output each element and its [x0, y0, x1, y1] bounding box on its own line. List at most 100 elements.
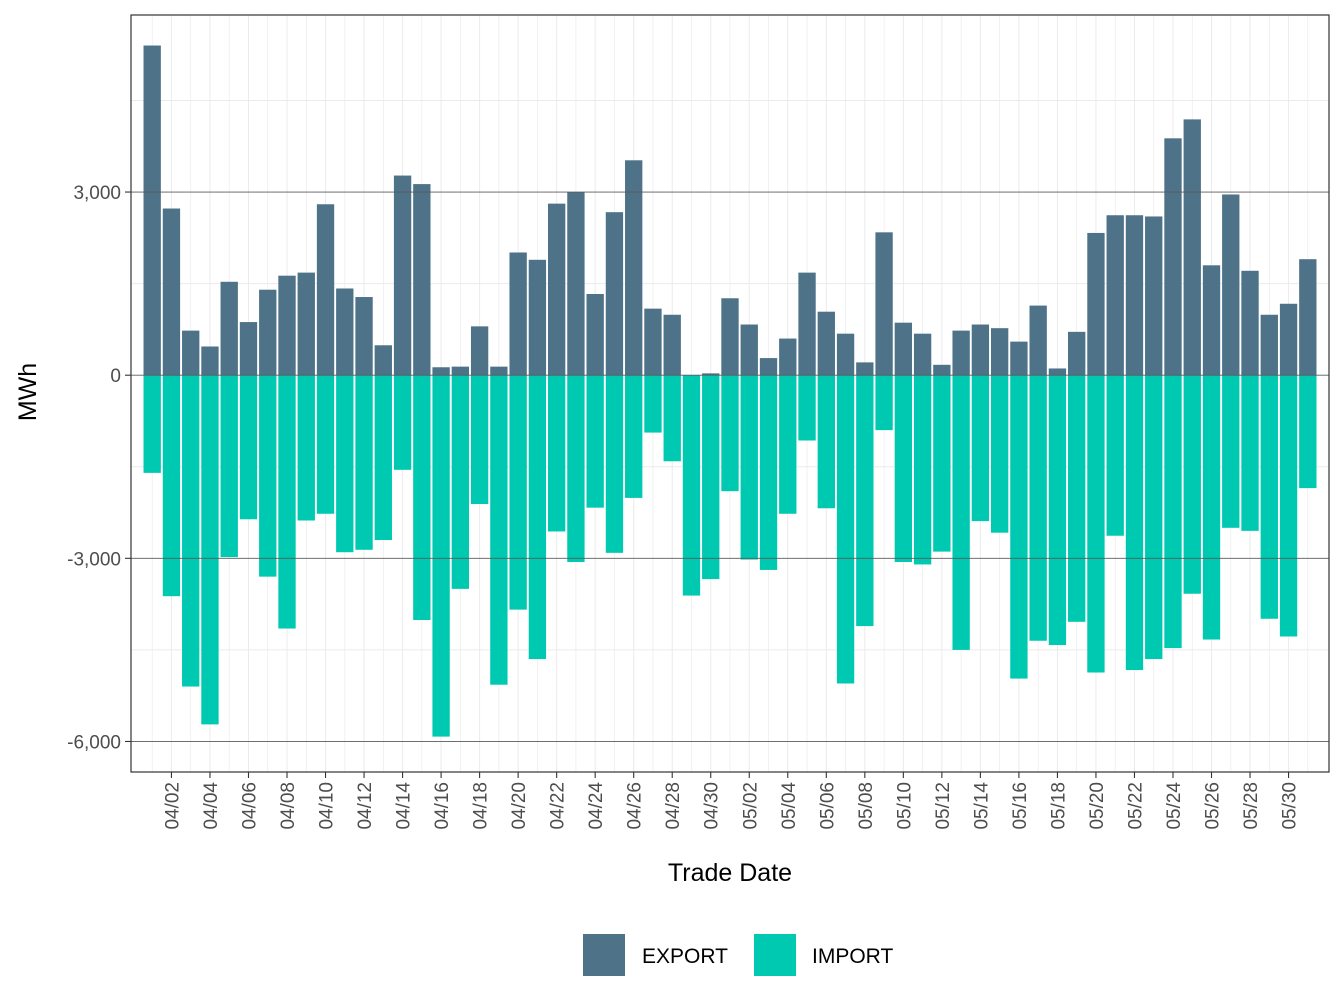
bar-import [1299, 375, 1317, 489]
bar-export [1164, 138, 1182, 376]
bar-import [451, 375, 470, 589]
bar-import [143, 375, 161, 473]
bar-export [490, 366, 508, 376]
bar-import [1279, 375, 1298, 637]
x-tick-label: 04/16 [432, 782, 453, 830]
bar-import [239, 375, 258, 520]
bar-export [1087, 232, 1105, 376]
bar-export [374, 345, 392, 376]
bar-import [182, 375, 200, 687]
x-tick-label: 04/22 [548, 782, 569, 830]
bar-export [586, 293, 604, 376]
x-tick-label: 04/14 [394, 782, 415, 830]
x-tick-label: 04/30 [702, 782, 723, 830]
bar-import [759, 375, 778, 570]
panel-frame [130, 14, 1330, 773]
bar-import [567, 375, 585, 562]
bar-import [836, 375, 855, 684]
bar-import [740, 375, 758, 560]
x-tick-label: 05/16 [1010, 782, 1031, 830]
bar-import [1087, 375, 1105, 673]
bar-import [297, 375, 315, 521]
bar-import [1183, 375, 1201, 594]
bar-import [1260, 375, 1278, 619]
x-tick-label: 05/30 [1280, 782, 1301, 830]
bar-export [856, 362, 874, 376]
x-tick-label: 05/02 [740, 782, 761, 830]
bar-export [1068, 331, 1086, 376]
bar-import [798, 375, 816, 441]
bar-import [528, 375, 547, 660]
bar-export [259, 289, 277, 376]
bar-import [605, 375, 624, 553]
bar-export [933, 364, 951, 376]
bar-import [432, 375, 450, 737]
bar-export [239, 322, 258, 376]
bar-import [278, 375, 296, 629]
x-tick-label: 05/18 [1048, 782, 1069, 830]
bar-export [1183, 119, 1201, 376]
bar-import [374, 375, 392, 541]
bar-export [1125, 215, 1144, 376]
bar-export [817, 311, 835, 376]
x-tick-label: 05/26 [1203, 782, 1224, 830]
bar-export [1241, 270, 1259, 376]
x-tick-label: 05/20 [1087, 782, 1108, 830]
bar-import [1010, 375, 1028, 679]
x-tick-label: 05/12 [933, 782, 954, 830]
bar-import [586, 375, 604, 508]
bar-import [162, 375, 181, 597]
bar-import [875, 375, 893, 431]
bar-export [1222, 194, 1240, 376]
bar-export [836, 333, 855, 376]
y-tick-label: -3,000 [67, 549, 121, 570]
bar-export [952, 330, 970, 376]
bar-import [682, 375, 701, 596]
x-axis: 04/02 04/04 04/06 04/08 04/10 04/12 04/14 04/16… [162, 772, 1301, 830]
x-tick-label: 05/04 [779, 782, 800, 830]
bar-export [355, 297, 373, 376]
x-tick-label: 04/04 [201, 782, 222, 830]
bar-export [162, 208, 181, 376]
x-tick-label: 04/12 [355, 782, 376, 830]
bar-import [856, 375, 874, 627]
bar-export [451, 366, 470, 376]
bar-import [952, 375, 970, 650]
bar-export [605, 212, 624, 376]
bar-export [1202, 265, 1221, 376]
y-tick-label: 0 [110, 366, 121, 387]
bar-export [759, 358, 778, 376]
x-tick-label: 05/22 [1125, 782, 1146, 830]
bar-import [625, 375, 643, 498]
x-tick-label: 04/08 [278, 782, 299, 830]
x-axis-title: Trade Date [668, 859, 792, 887]
legend-key-import [754, 934, 796, 976]
bar-export [740, 324, 758, 376]
bar-export [1260, 314, 1278, 376]
bar-import [336, 375, 354, 553]
bar-export [143, 45, 161, 376]
x-tick-label: 04/10 [317, 782, 338, 830]
bar-export [990, 328, 1009, 376]
bar-import [1048, 375, 1067, 646]
panel-border [130, 14, 1330, 773]
bar-import [413, 375, 431, 620]
bar-import [220, 375, 238, 558]
bar-export [798, 272, 816, 376]
x-tick-label: 04/06 [239, 782, 260, 830]
bar-export [1145, 216, 1163, 376]
bar-import [721, 375, 739, 492]
bar-export [1106, 215, 1124, 376]
bar-import [470, 375, 489, 504]
bar-import [702, 375, 720, 580]
y-axis-title: MWh [14, 363, 42, 421]
x-tick-label: 04/20 [509, 782, 530, 830]
bar-import [259, 375, 277, 577]
bar-export [547, 203, 566, 376]
bar-import [1145, 375, 1163, 660]
bar-export [278, 275, 296, 376]
bar-export [702, 373, 720, 376]
bar-export [1048, 368, 1067, 376]
bar-import [490, 375, 508, 685]
x-tick-label: 05/06 [817, 782, 838, 830]
